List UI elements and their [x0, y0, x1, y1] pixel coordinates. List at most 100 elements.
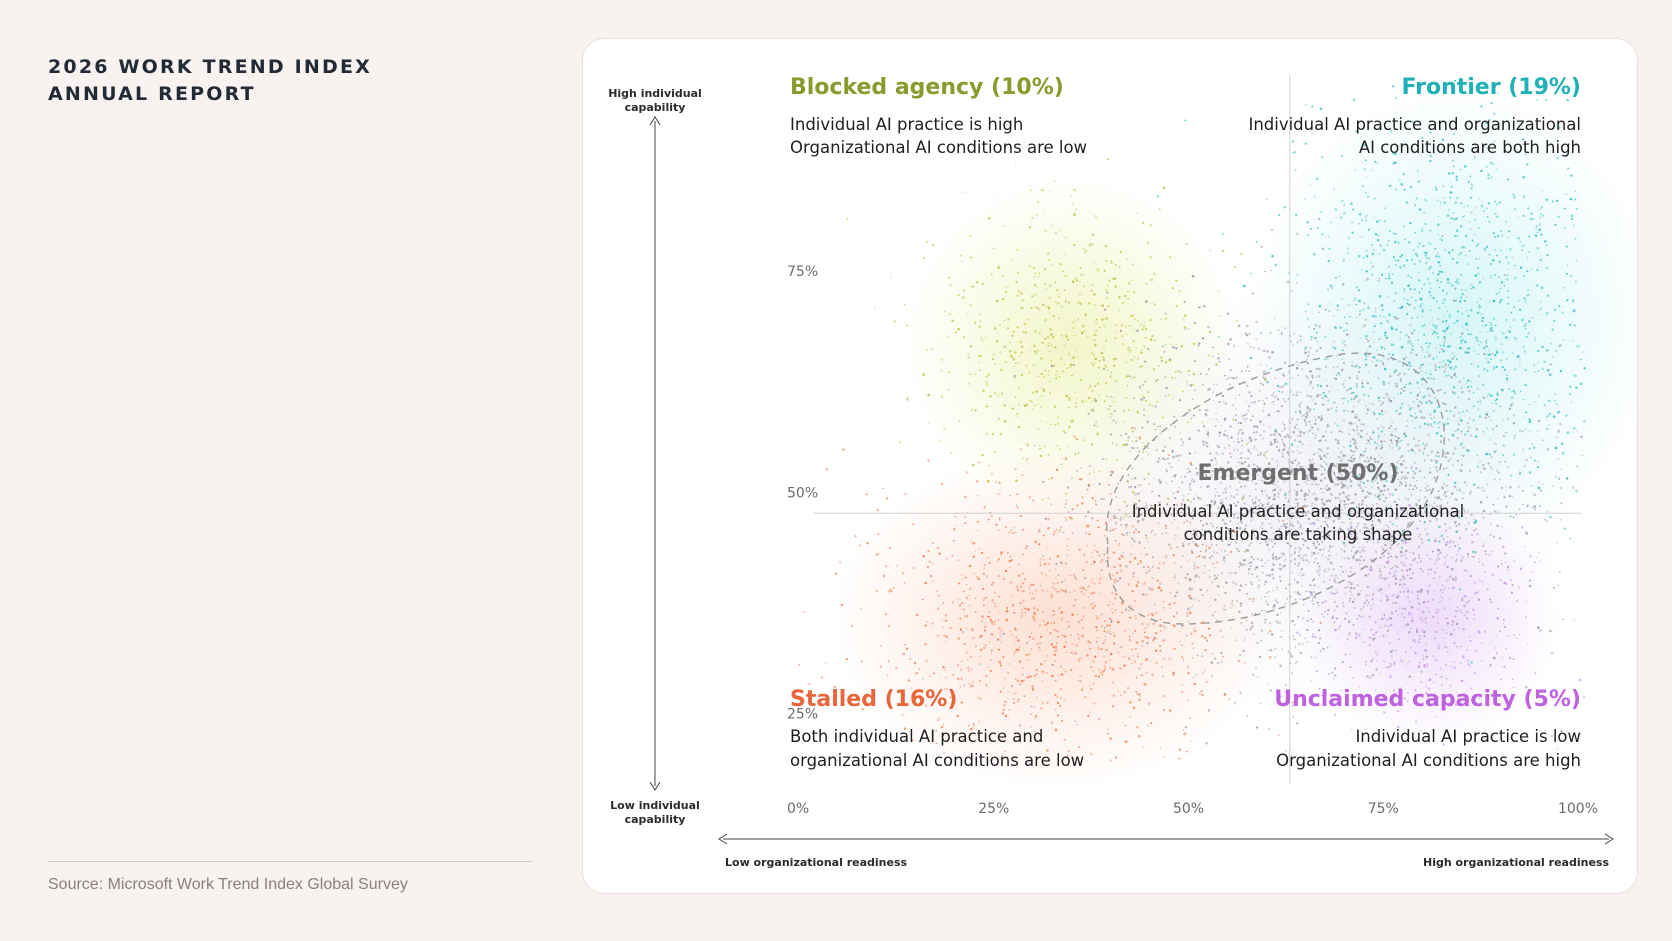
frontier-point [1465, 322, 1468, 325]
frontier-point [1492, 299, 1496, 303]
frontier-point [1276, 384, 1279, 388]
frontier-point [1355, 506, 1359, 509]
emergent-point [1273, 495, 1276, 498]
emergent-point [1419, 391, 1422, 394]
emergent-point [1038, 308, 1041, 311]
frontier-point [1461, 289, 1463, 291]
emergent-point [1140, 398, 1143, 401]
emergent-point [1325, 379, 1327, 382]
frontier-point [1443, 201, 1446, 204]
emergent-point [1223, 522, 1226, 525]
emergent-point [1200, 306, 1202, 308]
emergent-point [1143, 360, 1146, 363]
blocked-point [1070, 194, 1073, 197]
emergent-point [1538, 551, 1540, 553]
emergent-point [1383, 578, 1386, 581]
blocked-point [985, 432, 989, 436]
frontier-point [1583, 367, 1586, 370]
emergent-point [1268, 467, 1270, 469]
emergent-point [1356, 425, 1359, 428]
emergent-point [1244, 485, 1246, 488]
blocked-point [1024, 442, 1027, 445]
frontier-point [1479, 341, 1482, 344]
emergent-point [1246, 507, 1249, 510]
frontier-point [1420, 136, 1424, 140]
frontier-point [1436, 300, 1438, 303]
emergent-point [1123, 410, 1126, 412]
emergent-point [1254, 496, 1258, 499]
emergent-point [1398, 307, 1400, 309]
emergent-point [1415, 720, 1417, 723]
blocked-point [994, 327, 997, 330]
frontier-point [1521, 318, 1524, 322]
emergent-point [1151, 577, 1154, 580]
emergent-point [1299, 335, 1302, 337]
emergent-point [1130, 446, 1134, 450]
emergent-point [1279, 533, 1282, 536]
emergent-point [1263, 430, 1265, 433]
emergent-point [1325, 439, 1327, 442]
blocked-point [1192, 372, 1196, 376]
emergent-point [1357, 758, 1359, 760]
emergent-point [1444, 363, 1448, 367]
emergent-point [1253, 431, 1255, 434]
emergent-point [1287, 435, 1290, 438]
emergent-point [1319, 448, 1322, 452]
emergent-point [1256, 425, 1259, 429]
emergent-point [1124, 608, 1128, 611]
emergent-point [1296, 490, 1299, 494]
frontier-point [1291, 377, 1294, 379]
emergent-point [1255, 448, 1258, 451]
emergent-point [1340, 500, 1343, 503]
frontier-point [1492, 232, 1495, 235]
emergent-point [1185, 380, 1188, 383]
blocked-point [981, 282, 984, 285]
blocked-point [1090, 351, 1094, 354]
frontier-point [1485, 345, 1488, 348]
emergent-point [1223, 433, 1226, 437]
frontier-point [1447, 364, 1450, 367]
blocked-point [991, 358, 994, 361]
blocked-point [1046, 335, 1050, 339]
emergent-point [1454, 576, 1457, 579]
blocked-point [1061, 369, 1065, 373]
emergent-point [1204, 473, 1208, 477]
emergent-point [1146, 553, 1149, 556]
frontier-point [1485, 324, 1487, 327]
frontier-point [1371, 480, 1374, 483]
emergent-point [1293, 638, 1296, 641]
emergent-point [1466, 422, 1469, 425]
frontier-point [1408, 450, 1410, 452]
emergent-point [1361, 382, 1364, 385]
emergent-point [1294, 547, 1297, 550]
emergent-point [1377, 460, 1380, 464]
emergent-point [1507, 568, 1510, 571]
frontier-point [1428, 282, 1431, 285]
emergent-point [1300, 524, 1302, 526]
frontier-point [1459, 168, 1462, 171]
emergent-point [1298, 440, 1302, 444]
emergent-point [1135, 439, 1138, 442]
frontier-point [1525, 411, 1528, 414]
emergent-point [1216, 444, 1219, 447]
emergent-point [1421, 570, 1424, 573]
emergent-point [1396, 525, 1398, 527]
frontier-point [1395, 444, 1399, 447]
emergent-point [1377, 538, 1379, 541]
frontier-point [1582, 351, 1584, 353]
frontier-point [1576, 429, 1578, 432]
emergent-point [1183, 521, 1186, 524]
frontier-point [1546, 311, 1549, 314]
frontier-point [1327, 399, 1330, 402]
blocked-point [959, 254, 962, 257]
frontier-point [1485, 342, 1488, 344]
emergent-point [1229, 369, 1232, 372]
frontier-point [1541, 345, 1544, 349]
frontier-point [1477, 400, 1480, 403]
emergent-point [1326, 646, 1329, 649]
emergent-point [1373, 474, 1376, 477]
frontier-point [1391, 493, 1395, 497]
emergent-point [1192, 647, 1195, 650]
emergent-point [1383, 397, 1385, 399]
emergent-point [1147, 442, 1150, 445]
